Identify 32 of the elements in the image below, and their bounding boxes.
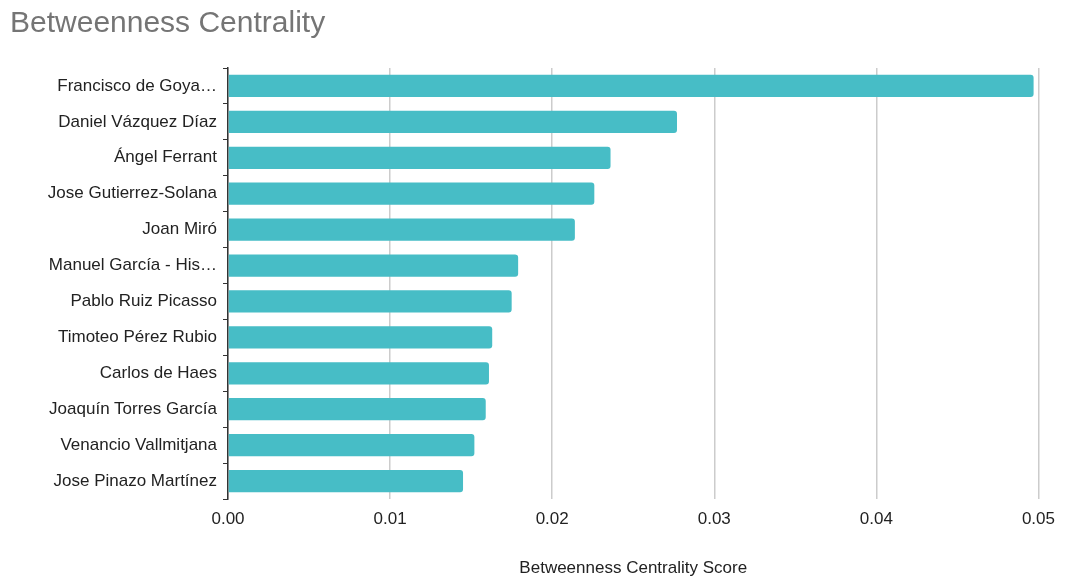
bar xyxy=(228,218,575,241)
y-tick-label: Joaquín Torres García xyxy=(49,398,218,418)
bar xyxy=(228,326,493,349)
bar xyxy=(228,182,595,205)
y-tick-label: Venancio Vallmitjana xyxy=(60,434,218,454)
bar xyxy=(228,254,519,277)
y-tick-label: Jose Pinazo Martínez xyxy=(53,470,217,490)
bar xyxy=(228,469,464,493)
y-tick-label: Manuel García - His… xyxy=(48,255,217,275)
x-tick-label: 0.04 xyxy=(859,508,893,528)
x-tick-label: 0.01 xyxy=(373,508,407,528)
bar xyxy=(228,110,677,134)
bar xyxy=(228,362,489,385)
bar xyxy=(228,74,1034,98)
x-tick-label: 0.02 xyxy=(535,508,569,528)
y-tick-label: Timoteo Pérez Rubio xyxy=(57,327,217,347)
y-tick-label: Jose Gutierrez-Solana xyxy=(47,183,218,203)
bar xyxy=(228,398,486,421)
x-tick-label: 0.05 xyxy=(1021,508,1055,528)
x-tick-label: 0.00 xyxy=(211,508,245,528)
bar xyxy=(228,290,512,313)
y-tick-label: Ángel Ferrant xyxy=(114,147,218,167)
x-tick-label: 0.03 xyxy=(697,508,731,528)
bar xyxy=(228,146,611,169)
y-tick-label: Francisco de Goya… xyxy=(57,75,217,95)
y-tick-label: Pablo Ruiz Picasso xyxy=(70,291,217,311)
y-tick-label: Daniel Vázquez Díaz xyxy=(58,111,217,131)
y-tick-label: Carlos de Haes xyxy=(99,362,217,382)
bar xyxy=(228,433,475,457)
chart-title: Betweenness Centrality xyxy=(10,5,326,39)
y-tick-label: Joan Miró xyxy=(142,219,217,239)
x-axis-title: Betweenness Centrality Score xyxy=(519,558,748,578)
